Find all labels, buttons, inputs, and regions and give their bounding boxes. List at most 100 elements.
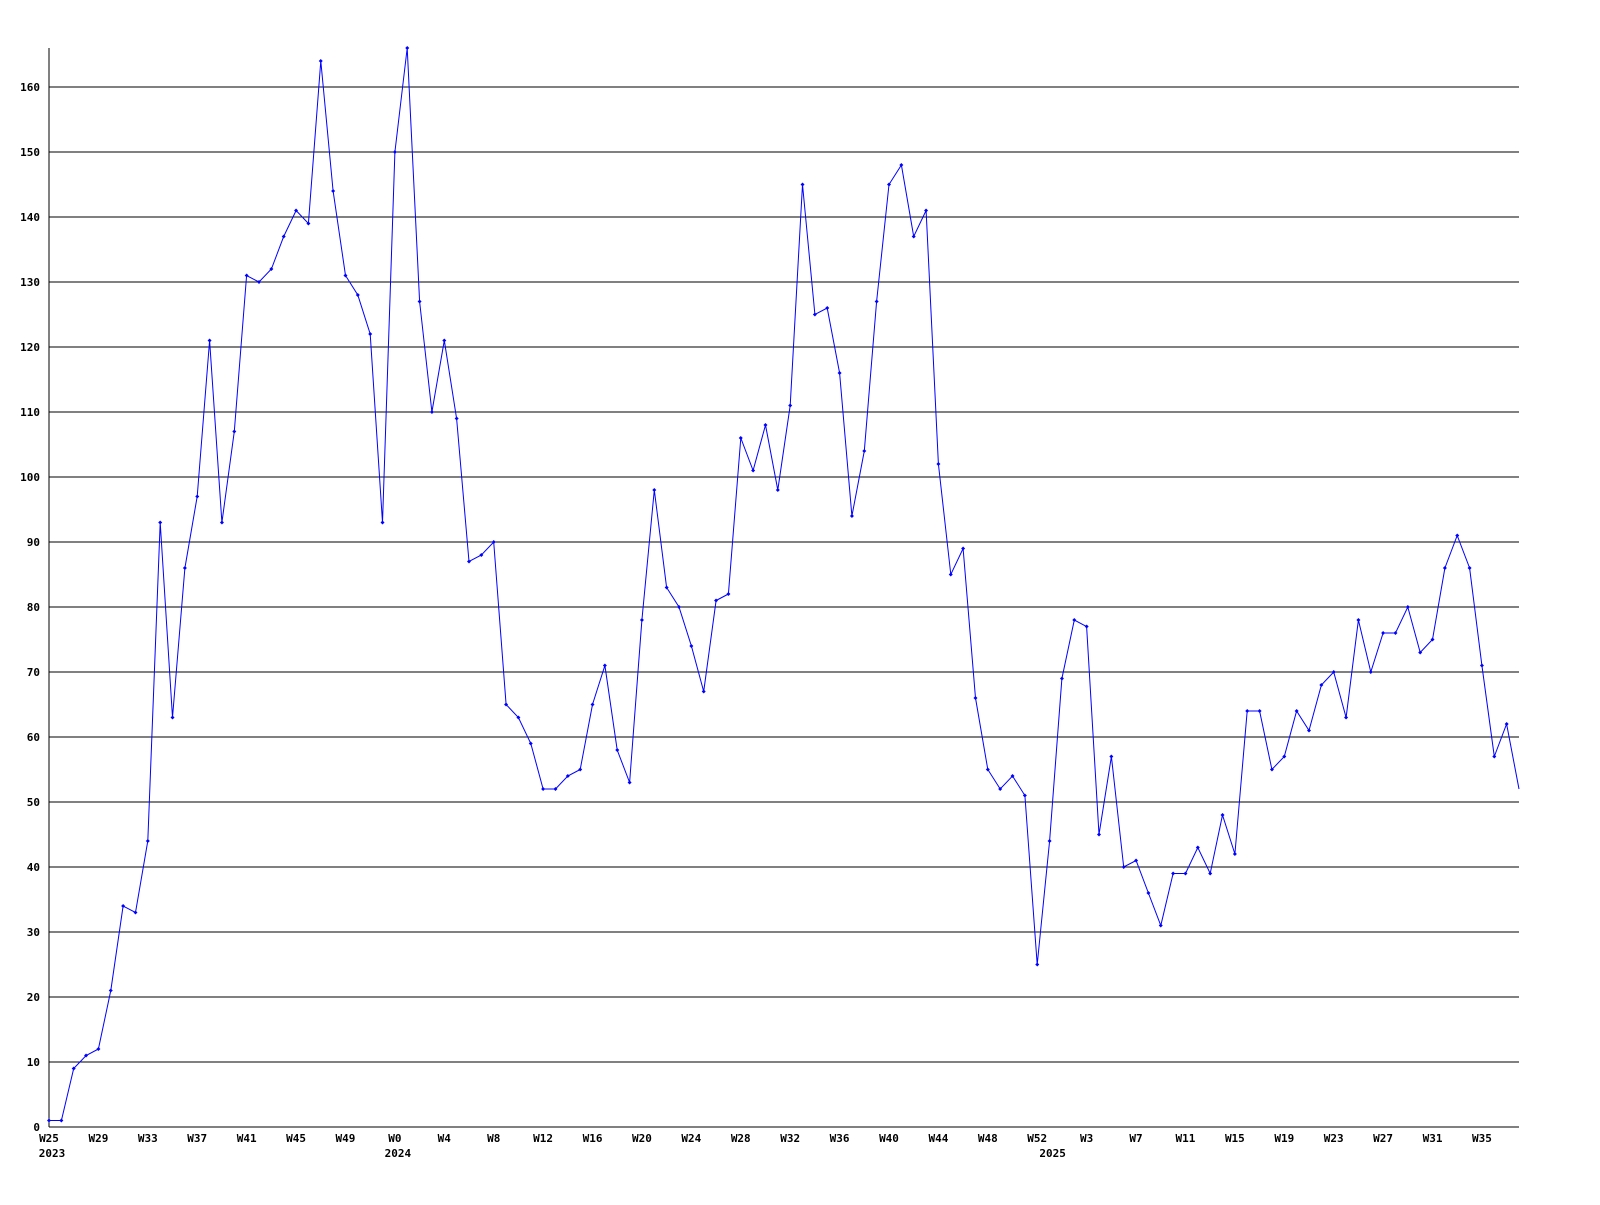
data-point: [244, 273, 249, 278]
x-tick-label: W11: [1176, 1132, 1196, 1145]
data-point: [887, 182, 891, 187]
data-point: [924, 208, 929, 213]
x-tick-label: W23: [1324, 1132, 1344, 1145]
data-point: [751, 468, 756, 473]
data-point: [219, 520, 224, 525]
data-point: [961, 546, 966, 551]
data-point: [170, 715, 175, 720]
data-point: [294, 208, 299, 213]
series-line: [49, 47, 1520, 1121]
data-point: [1195, 845, 1200, 850]
y-tick-labels: 0 10 20 30 40 50 60 70 80 90 100 110 120 130 140 150 160: [20, 81, 40, 1134]
y-tick-label: 30: [27, 926, 40, 939]
data-point: [948, 572, 953, 577]
y-tick-label: 60: [27, 731, 40, 744]
data-point: [849, 514, 854, 518]
data-point: [318, 59, 323, 63]
data-point: [615, 748, 620, 752]
data-point: [985, 767, 990, 772]
data-point: [1356, 618, 1361, 622]
data-point: [1294, 709, 1299, 713]
data-point: [812, 312, 817, 317]
y-tick-label: 70: [27, 666, 40, 679]
data-point: [1405, 605, 1410, 609]
data-point: [331, 189, 336, 193]
data-point: [1282, 754, 1287, 759]
data-point: [429, 410, 434, 414]
data-point: [1430, 637, 1435, 642]
data-point: [1269, 767, 1274, 772]
data-point: [1257, 709, 1262, 713]
y-tick-label: 120: [20, 341, 40, 354]
data-point: [1121, 865, 1126, 869]
y-tick-label: 0: [33, 1121, 40, 1134]
x-tick-labels: W25 W29 W33 W37 W41 W45 W49 W0 W4 W8 W12 W16 W20 W24 W…: [39, 1132, 1492, 1145]
data-point: [1047, 839, 1052, 843]
data-point: [207, 338, 212, 343]
data-point-markers: [47, 46, 1509, 1123]
x-tick-label: W29: [88, 1132, 108, 1145]
data-point: [71, 1066, 76, 1071]
gridlines: [49, 86, 1519, 1063]
x-tick-label: W52: [1027, 1132, 1047, 1145]
data-point: [664, 585, 669, 590]
x-tick-label: W20: [632, 1132, 652, 1145]
data-point: [405, 46, 410, 50]
data-point: [652, 488, 657, 492]
data-point: [59, 1118, 64, 1123]
data-point: [1084, 624, 1089, 629]
data-point: [516, 715, 521, 720]
data-point: [1381, 631, 1386, 635]
x-tick-label: W27: [1373, 1132, 1393, 1145]
x-tick-label: W0: [388, 1132, 401, 1145]
year-label: 2025: [1039, 1147, 1066, 1160]
data-point: [467, 559, 471, 564]
data-point: [1158, 923, 1163, 928]
data-point: [1183, 871, 1188, 876]
year-label: 2023: [39, 1147, 66, 1160]
data-point: [689, 644, 694, 648]
y-tick-label: 50: [27, 796, 40, 809]
data-point: [1072, 618, 1077, 622]
data-point: [763, 423, 768, 427]
data-point: [1010, 774, 1015, 778]
data-point: [133, 910, 138, 915]
data-point: [306, 221, 311, 226]
data-point: [701, 689, 706, 694]
data-point: [145, 839, 150, 843]
data-point: [528, 741, 533, 746]
data-point: [973, 696, 978, 700]
data-point: [677, 605, 681, 609]
data-point: [1171, 871, 1176, 876]
data-point: [1220, 813, 1225, 817]
data-point: [1504, 722, 1509, 726]
y-tick-label: 100: [20, 471, 40, 484]
data-point: [1467, 566, 1472, 570]
data-point: [257, 280, 261, 284]
data-point: [504, 702, 509, 707]
data-point: [837, 371, 842, 375]
x-tick-label: W24: [681, 1132, 701, 1145]
data-point: [825, 306, 830, 310]
data-point: [590, 702, 595, 707]
x-tick-label: W25: [39, 1132, 59, 1145]
data-point: [862, 449, 867, 453]
data-point: [899, 163, 904, 167]
data-point: [343, 273, 348, 278]
y-tick-label: 10: [27, 1056, 40, 1069]
data-point: [182, 566, 187, 570]
data-point: [1319, 683, 1324, 687]
year-label: 2024: [385, 1147, 412, 1160]
data-point: [1455, 533, 1460, 538]
data-point: [726, 592, 731, 596]
x-tick-label: W8: [487, 1132, 500, 1145]
y-tick-label: 130: [20, 276, 40, 289]
data-point: [368, 332, 373, 336]
data-point: [195, 494, 200, 499]
y-tick-label: 160: [20, 81, 40, 94]
x-tick-label: W3: [1080, 1132, 1093, 1145]
data-point: [417, 299, 422, 304]
data-point: [1022, 793, 1027, 798]
data-point: [1208, 871, 1213, 876]
